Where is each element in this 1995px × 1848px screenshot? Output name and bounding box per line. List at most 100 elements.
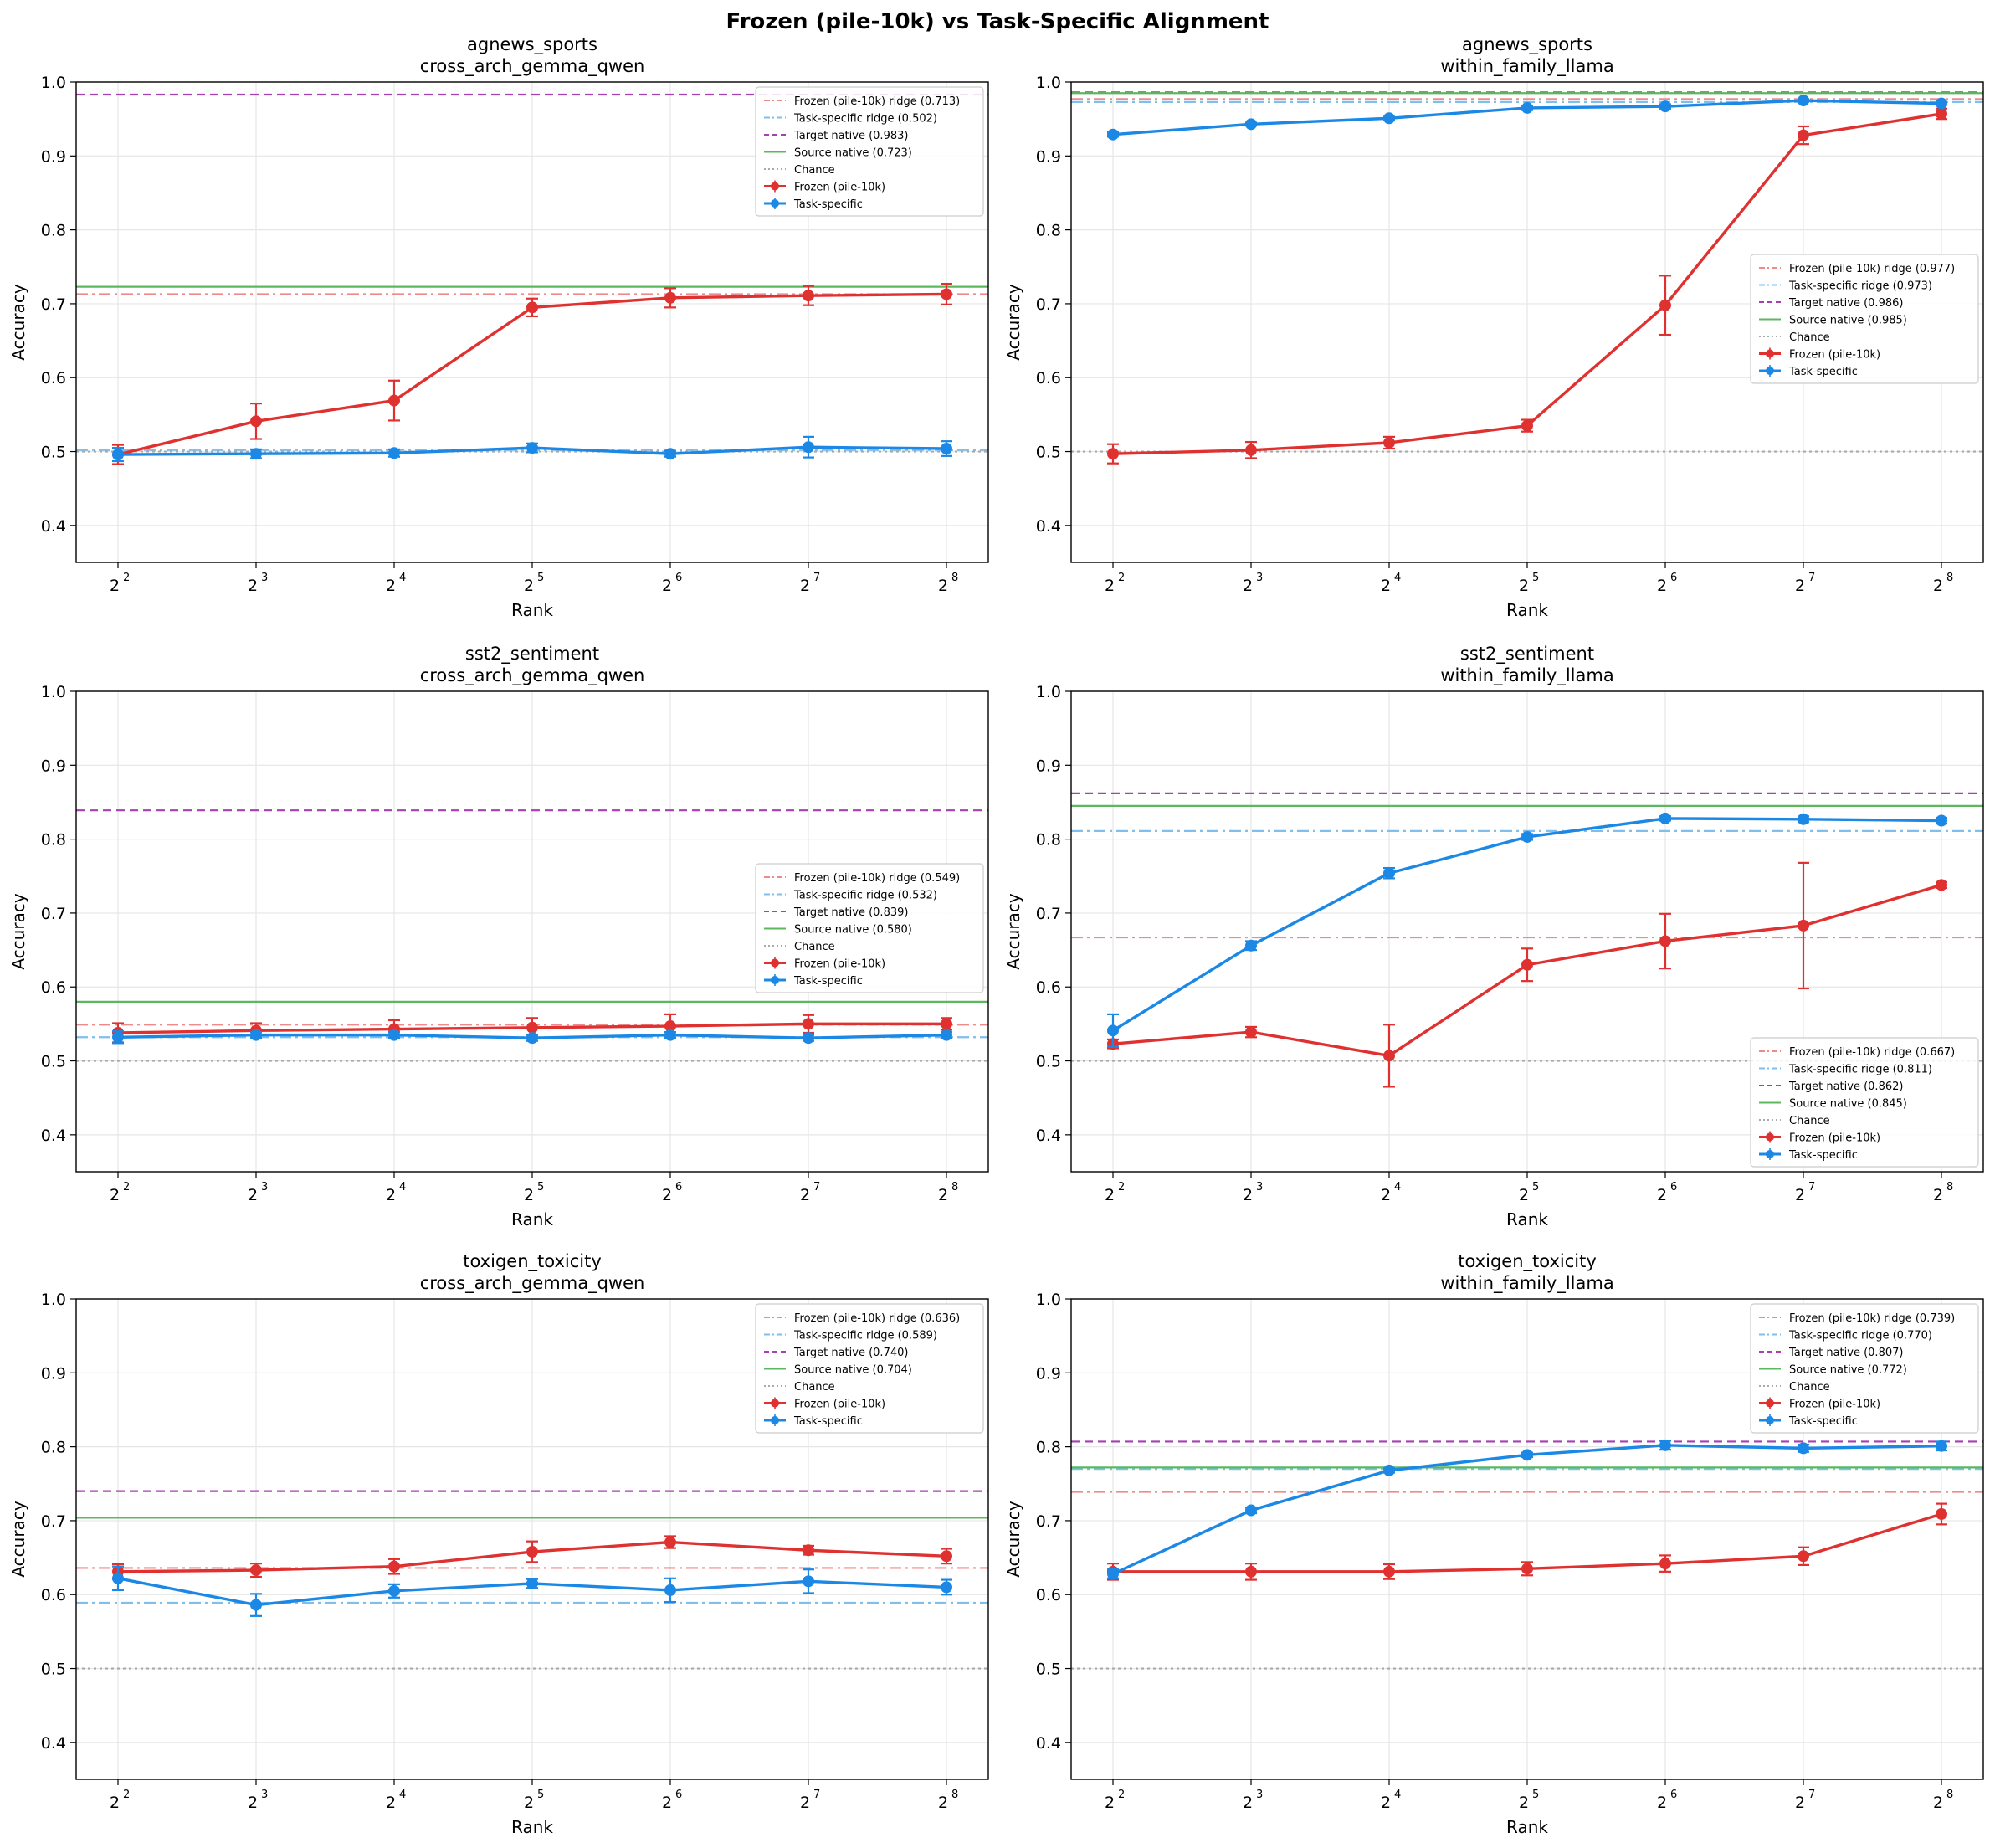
x-tick-exponent: 2	[1118, 1789, 1125, 1801]
x-tick-label: 2	[1933, 1794, 1943, 1812]
legend-label-target-native: Target native (0.807)	[1788, 1347, 1903, 1359]
x-axis-label: Rank	[1506, 1817, 1548, 1837]
x-tick-exponent: 6	[675, 572, 682, 584]
x-tick-label: 2	[524, 1794, 534, 1812]
legend-label-task-ridge: Task-specific ridge (0.502)	[793, 113, 937, 126]
data-point-frozen	[1383, 436, 1395, 449]
data-point-task-specific	[1245, 118, 1257, 131]
data-point-frozen	[941, 1018, 952, 1030]
y-tick-label: 0.4	[1036, 1127, 1061, 1145]
data-point-frozen	[803, 1018, 814, 1030]
x-axis-label: Rank	[1506, 600, 1548, 620]
data-point-frozen	[1383, 1050, 1395, 1062]
legend-label-target-native: Target native (0.740)	[793, 1347, 908, 1359]
x-tick-exponent: 7	[813, 572, 820, 584]
legend-label-task-ridge: Task-specific ridge (0.973)	[1788, 280, 1932, 293]
legend-swatch-marker	[1766, 1150, 1774, 1158]
data-point-frozen	[664, 291, 676, 304]
x-tick-exponent: 7	[1808, 1789, 1815, 1801]
axes-frame	[1070, 1298, 1984, 1780]
y-tick-label: 0.6	[41, 978, 66, 997]
x-tick-label: 2	[938, 577, 948, 595]
data-point-task-specific	[1521, 1449, 1533, 1461]
x-tick-exponent: 4	[399, 572, 406, 584]
legend: Frozen (pile-10k) ridge (0.549) Task-spec…	[755, 863, 984, 993]
y-axis-label: Accuracy	[8, 284, 28, 360]
y-axis-label: Accuracy	[8, 893, 28, 969]
legend-box	[1750, 254, 1979, 384]
axes-frame	[75, 1298, 989, 1780]
data-point-frozen	[1936, 879, 1947, 891]
panel-title-task: agnews_sports	[467, 34, 597, 55]
data-point-task-specific	[1936, 814, 1947, 827]
y-tick-label: 0.9	[41, 1364, 66, 1383]
y-tick-label: 0.7	[1036, 905, 1061, 923]
legend-box	[755, 863, 984, 993]
data-point-task-specific	[112, 1031, 124, 1044]
x-tick-label: 2	[1519, 577, 1529, 595]
x-tick-exponent: 6	[1670, 572, 1677, 584]
panel-title-task: sst2_sentiment	[1460, 644, 1594, 665]
x-tick-exponent: 6	[1670, 1789, 1677, 1801]
plot-area	[76, 1490, 988, 1670]
legend-label-frozen: Frozen (pile-10k)	[794, 182, 885, 194]
x-tick-label: 2	[800, 1794, 810, 1812]
panel-title-task: toxigen_toxicity	[463, 1251, 602, 1272]
x-tick-exponent: 2	[123, 1789, 130, 1801]
x-tick-label: 2	[938, 1186, 948, 1204]
y-tick-label: 0.5	[1036, 1053, 1061, 1071]
data-point-task-specific	[388, 1584, 400, 1597]
x-tick-label: 2	[1795, 577, 1805, 595]
data-point-task-specific	[1383, 867, 1395, 880]
x-axis-label: Rank	[1506, 1209, 1548, 1229]
y-tick-label: 0.4	[1036, 517, 1061, 536]
legend-label-chance: Chance	[794, 1381, 835, 1394]
y-tick-label: 0.5	[41, 1661, 66, 1679]
x-tick-label: 2	[1519, 1186, 1529, 1204]
plot-area	[1071, 91, 1983, 465]
legend-label-frozen: Frozen (pile-10k)	[794, 1399, 885, 1411]
x-tick-exponent: 8	[1946, 1181, 1953, 1194]
data-point-task-specific	[526, 1577, 538, 1589]
y-tick-label: 1.0	[41, 1291, 66, 1309]
legend-swatch-marker	[771, 958, 779, 968]
data-point-task-specific	[803, 1575, 814, 1588]
axes-frame	[75, 690, 989, 1173]
x-tick-exponent: 4	[1394, 1789, 1401, 1801]
x-tick-exponent: 8	[951, 1181, 958, 1194]
x-tick-exponent: 3	[1256, 572, 1263, 584]
legend-swatch-marker	[1766, 1132, 1774, 1142]
data-point-task-specific	[803, 441, 814, 454]
data-point-task-specific	[1798, 813, 1809, 825]
legend-label-task-specific: Task-specific	[793, 198, 863, 211]
legend: Frozen (pile-10k) ridge (0.739) Task-spec…	[1750, 1303, 1979, 1434]
y-tick-label: 0.8	[1036, 222, 1061, 240]
y-tick-label: 0.6	[41, 369, 66, 388]
data-point-frozen	[941, 288, 952, 300]
x-tick-label: 2	[110, 577, 120, 595]
legend-label-chance: Chance	[794, 941, 835, 953]
y-tick-label: 1.0	[41, 683, 66, 701]
data-point-task-specific	[250, 448, 262, 460]
y-tick-label: 0.9	[41, 147, 66, 166]
plot-area	[76, 809, 988, 1062]
data-point-frozen	[941, 1550, 952, 1563]
panel-title-task: agnews_sports	[1462, 34, 1592, 55]
data-point-frozen	[388, 394, 400, 407]
x-tick-exponent: 4	[399, 1181, 406, 1194]
x-axis-label: Rank	[511, 1817, 553, 1837]
x-tick-exponent: 8	[951, 1789, 958, 1801]
legend-label-target-native: Target native (0.986)	[1788, 297, 1903, 310]
legend-label-frozen-ridge: Frozen (pile-10k) ridge (0.713)	[794, 95, 960, 108]
legend-label-task-ridge: Task-specific ridge (0.532)	[793, 890, 937, 902]
y-axis-label: Accuracy	[1003, 284, 1023, 360]
y-tick-label: 0.8	[41, 831, 66, 850]
legend-label-frozen-ridge: Frozen (pile-10k) ridge (0.977)	[1789, 263, 1955, 275]
y-tick-label: 0.5	[41, 1053, 66, 1071]
data-point-task-specific	[112, 449, 124, 461]
x-tick-label: 2	[524, 1186, 534, 1204]
legend-label-target-native: Target native (0.983)	[793, 130, 908, 142]
legend-swatch-marker	[771, 182, 779, 191]
data-point-frozen	[1521, 1563, 1533, 1575]
